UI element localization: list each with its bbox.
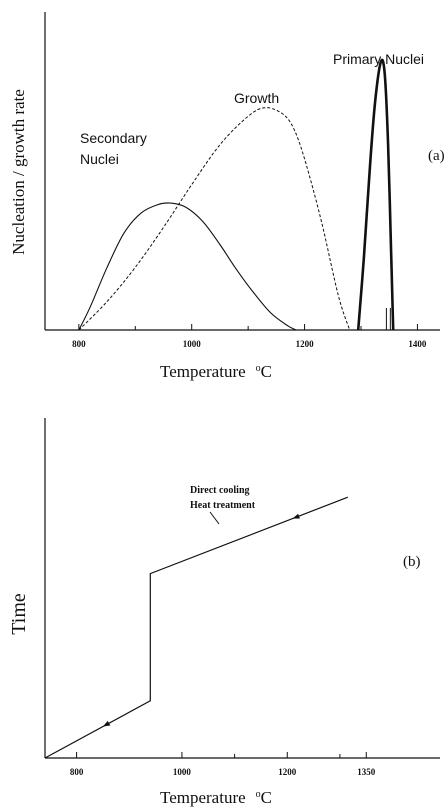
panel-b-x-tick-label: 800	[70, 767, 84, 777]
panel-a: 800 1000 1200 1400 Secondary Nuclei Growth …	[9, 12, 445, 381]
series-direct-cooling-line	[44, 496, 349, 759]
panel-a-series	[78, 58, 395, 331]
heat-treatment-label: Heat treatment	[190, 500, 256, 511]
direct-cooling-label: Direct cooling	[190, 485, 250, 496]
panel-b-x-ticks: 800 1000 1200 1350	[70, 752, 376, 777]
series-primary-nuclei-line	[356, 58, 395, 331]
panel-b-x-tick-label: 1000	[173, 767, 192, 777]
panel-b-x-axis-unit-sup: o	[256, 789, 261, 800]
series-secondary-nuclei-line	[78, 202, 297, 331]
cooling-direction-arrow	[102, 720, 111, 727]
panel-a-x-tick-label: 800	[72, 339, 86, 349]
panel-a-x-ticks: 800 1000 1200 1400	[72, 324, 427, 349]
secondary-nuclei-label-line1: Secondary	[80, 130, 147, 146]
panel-b-x-axis-unit: C	[261, 788, 272, 807]
panel-b-x-tick-label: 1200	[278, 767, 297, 777]
panel-a-y-axis-label: Nucleation / growth rate	[9, 89, 28, 255]
panel-b-x-axis-label: Temperature oC	[160, 788, 272, 807]
panel-b: 800 1000 1200 1350 Direct cooling Heat trea…	[8, 418, 440, 807]
panel-a-x-axis-label: Temperature oC	[160, 362, 272, 381]
growth-label: Growth	[234, 90, 279, 106]
panel-a-x-axis-unit: C	[261, 362, 272, 381]
panel-a-label: (a)	[428, 148, 445, 164]
panel-a-x-axis-unit-sup: o	[256, 363, 261, 374]
secondary-nuclei-label-line2: Nuclei	[80, 151, 119, 167]
cooling-direction-arrow	[292, 513, 300, 519]
panel-a-x-tick-label: 1400	[408, 339, 427, 349]
panel-b-x-axis-label-text: Temperature	[160, 788, 246, 807]
panel-b-label: (b)	[403, 554, 421, 570]
panel-b-y-axis-label: Time	[8, 593, 30, 635]
panel-b-x-tick-label: 1350	[357, 767, 376, 777]
panel-a-x-axis-label-text: Temperature	[160, 362, 246, 381]
panel-a-x-tick-label: 1000	[183, 339, 202, 349]
annotation-leader-line	[209, 511, 220, 525]
series-growth-line	[78, 107, 351, 331]
panel-b-series	[44, 496, 349, 759]
panel-a-x-tick-label: 1200	[296, 339, 315, 349]
primary-nuclei-label: Primary Nuclei	[333, 51, 424, 67]
